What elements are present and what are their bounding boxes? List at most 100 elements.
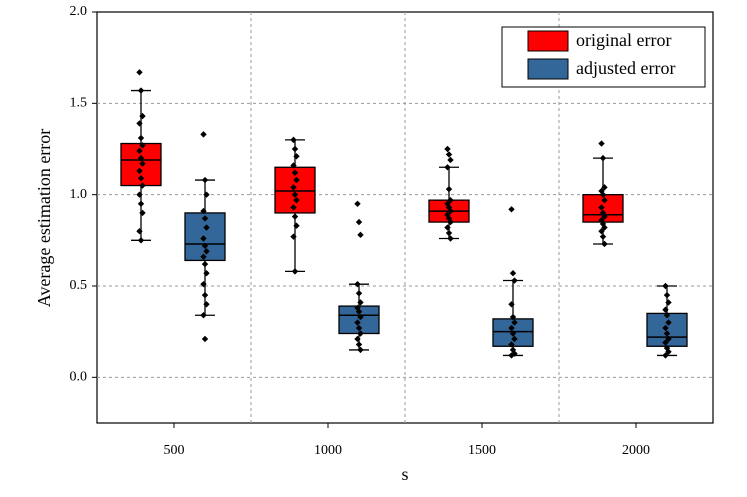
data-point [136, 147, 143, 155]
data-point [290, 162, 297, 169]
data-point [137, 175, 145, 182]
data-point [137, 134, 145, 142]
data-point [509, 270, 517, 277]
data-point [200, 235, 207, 242]
x-tick-label: 1500 [468, 443, 496, 458]
data-point [665, 335, 672, 343]
box [646, 312, 688, 347]
data-point [444, 224, 451, 231]
data-point [355, 324, 363, 332]
data-point [357, 299, 364, 306]
data-point [355, 308, 363, 315]
data-point [599, 154, 607, 162]
data-point [663, 330, 671, 337]
data-point [601, 184, 608, 191]
data-point [136, 191, 143, 198]
data-point [601, 196, 608, 204]
data-point [201, 176, 209, 184]
data-point [293, 153, 300, 160]
data-point [137, 200, 145, 207]
data-point [601, 224, 608, 231]
data-point [599, 191, 607, 198]
data-point [200, 253, 207, 260]
data-point [203, 191, 210, 198]
legend-label: adjusted error [576, 58, 675, 78]
data-point [201, 242, 209, 250]
data-point [444, 164, 451, 171]
legend-swatch [527, 58, 569, 80]
data-point [601, 213, 608, 220]
data-point [293, 196, 300, 204]
data-point [665, 319, 672, 326]
data-point [136, 69, 143, 76]
data-point [290, 233, 297, 240]
data-point [136, 228, 143, 235]
data-point [357, 346, 364, 354]
data-point [200, 312, 207, 319]
legend-label: original error [576, 30, 671, 50]
data-point [662, 306, 669, 313]
data-point [665, 348, 672, 355]
data-point [291, 191, 299, 198]
data-point [508, 352, 515, 359]
data-point [203, 301, 210, 308]
data-point [508, 324, 515, 332]
data-point [508, 341, 515, 348]
data-point [598, 204, 605, 211]
data-point [201, 335, 209, 343]
data-point [357, 313, 364, 321]
data-point [662, 282, 669, 290]
data-point [291, 169, 299, 176]
data-point [447, 207, 454, 215]
y-tick-label: 1.0 [70, 187, 88, 202]
data-point [663, 291, 671, 299]
data-point [598, 228, 605, 235]
data-point [357, 231, 364, 239]
data-point [445, 215, 453, 222]
data-point [137, 87, 145, 94]
data-point [509, 313, 517, 321]
data-point [293, 176, 300, 184]
legend-swatch [527, 30, 569, 52]
data-point [445, 185, 453, 193]
data-point [139, 160, 146, 167]
x-tick-label: 1000 [314, 443, 342, 458]
data-point [201, 291, 209, 299]
data-point [291, 145, 299, 153]
data-point [662, 339, 669, 346]
data-point [447, 156, 454, 164]
data-point [354, 319, 361, 326]
data-point [137, 237, 145, 244]
data-point [662, 324, 669, 332]
data-point [137, 154, 145, 162]
data-point [201, 260, 209, 268]
data-point [203, 248, 210, 255]
data-point [508, 301, 515, 308]
data-point [136, 120, 143, 127]
data-point [200, 207, 207, 215]
x-tick-label: 2000 [622, 443, 650, 458]
data-point [354, 200, 361, 207]
data-point [139, 142, 146, 149]
data-point [601, 240, 608, 248]
data-point [291, 213, 299, 220]
data-point [139, 112, 146, 120]
data-point [357, 330, 364, 337]
data-point [203, 224, 210, 231]
data-point [355, 290, 363, 297]
data-point [447, 196, 454, 204]
data-point [445, 229, 453, 237]
data-point [200, 131, 207, 138]
data-point [139, 182, 146, 189]
data-point [511, 319, 518, 326]
data-point [355, 218, 363, 226]
data-point [598, 140, 605, 147]
y-tick-label: 0.0 [70, 370, 88, 385]
data-point [290, 204, 297, 211]
data-point [447, 235, 454, 242]
data-point [291, 268, 299, 275]
data-point [444, 145, 451, 153]
data-point [665, 299, 672, 306]
